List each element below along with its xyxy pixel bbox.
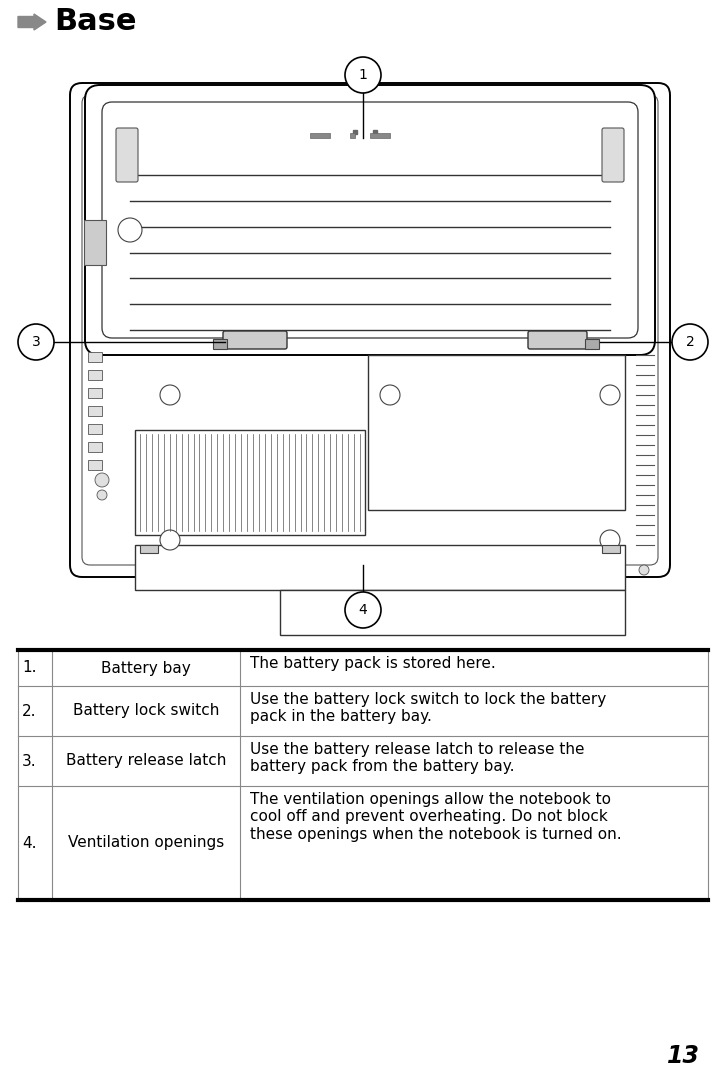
FancyBboxPatch shape bbox=[602, 128, 624, 182]
Bar bbox=[88, 406, 102, 416]
FancyBboxPatch shape bbox=[102, 102, 638, 338]
Text: Battery release latch: Battery release latch bbox=[66, 754, 227, 768]
Circle shape bbox=[160, 385, 180, 405]
Text: The ventilation openings allow the notebook to
cool off and prevent overheating.: The ventilation openings allow the noteb… bbox=[250, 792, 621, 842]
Text: The battery pack is stored here.: The battery pack is stored here. bbox=[250, 656, 496, 671]
Bar bbox=[88, 353, 102, 362]
Circle shape bbox=[345, 57, 381, 92]
Text: 2: 2 bbox=[685, 335, 694, 349]
Circle shape bbox=[600, 530, 620, 551]
Text: 4: 4 bbox=[359, 603, 367, 617]
Circle shape bbox=[639, 565, 649, 574]
Bar bbox=[135, 545, 625, 590]
FancyBboxPatch shape bbox=[223, 331, 287, 349]
Circle shape bbox=[345, 592, 381, 628]
FancyBboxPatch shape bbox=[528, 331, 587, 349]
Circle shape bbox=[95, 473, 109, 487]
Circle shape bbox=[672, 324, 708, 360]
Bar bbox=[213, 339, 227, 349]
Text: Battery lock switch: Battery lock switch bbox=[73, 704, 219, 718]
Circle shape bbox=[118, 218, 142, 242]
Circle shape bbox=[160, 530, 180, 551]
FancyBboxPatch shape bbox=[116, 128, 138, 182]
Text: Use the battery lock switch to lock the battery
pack in the battery bay.: Use the battery lock switch to lock the … bbox=[250, 692, 606, 725]
Bar bbox=[350, 133, 355, 138]
Text: 3.: 3. bbox=[22, 754, 36, 768]
Bar bbox=[88, 460, 102, 470]
Bar bbox=[88, 388, 102, 398]
Bar bbox=[585, 339, 599, 349]
Circle shape bbox=[600, 385, 620, 405]
Bar bbox=[88, 424, 102, 434]
Bar bbox=[140, 545, 158, 553]
Text: Ventilation openings: Ventilation openings bbox=[68, 836, 224, 851]
Text: Use the battery release latch to release the
battery pack from the battery bay.: Use the battery release latch to release… bbox=[250, 742, 584, 775]
Bar bbox=[84, 220, 106, 265]
Text: 1.: 1. bbox=[22, 660, 36, 676]
FancyBboxPatch shape bbox=[85, 85, 655, 355]
Bar bbox=[88, 370, 102, 380]
FancyArrow shape bbox=[18, 14, 46, 30]
Text: 2.: 2. bbox=[22, 704, 36, 718]
Text: 1: 1 bbox=[359, 67, 367, 82]
Circle shape bbox=[97, 490, 107, 500]
Bar bbox=[88, 442, 102, 452]
Bar bbox=[310, 133, 330, 138]
Circle shape bbox=[18, 324, 54, 360]
Bar bbox=[370, 133, 390, 138]
Bar bbox=[368, 355, 625, 510]
Bar bbox=[135, 430, 365, 535]
Text: Base: Base bbox=[54, 8, 136, 37]
Text: Battery bay: Battery bay bbox=[101, 660, 191, 676]
Text: 4.: 4. bbox=[22, 836, 36, 851]
Text: 13: 13 bbox=[667, 1044, 700, 1068]
Circle shape bbox=[380, 385, 400, 405]
Bar bbox=[280, 590, 625, 635]
FancyBboxPatch shape bbox=[70, 83, 670, 577]
Text: 3: 3 bbox=[32, 335, 41, 349]
Bar bbox=[602, 545, 620, 553]
